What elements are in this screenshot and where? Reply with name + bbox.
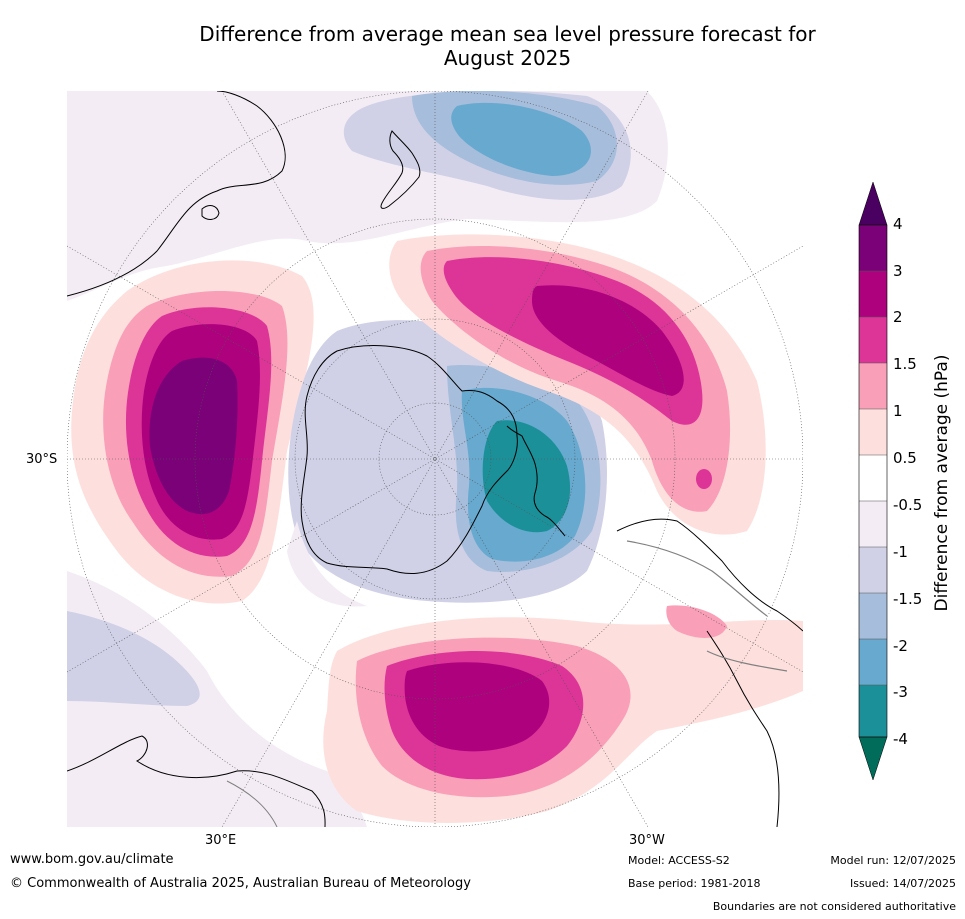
southern-africa-coastline xyxy=(67,735,326,827)
footer-base-period: Base period: 1981-2018 xyxy=(628,877,761,890)
anomaly-region-antarctica-negative-edge xyxy=(287,521,367,607)
pressure-anomaly-map xyxy=(67,91,803,827)
colorbar-bin-m3-m2 xyxy=(859,639,887,685)
colorbar-tick-label: 1 xyxy=(893,402,903,420)
colorbar-extend-bottom xyxy=(858,736,888,781)
colorbar-tick-label: -2 xyxy=(893,637,908,655)
map-panel xyxy=(67,91,803,827)
anomaly-region-peninsula-negative-3 xyxy=(482,420,571,533)
graticule xyxy=(67,91,803,827)
colorbar-bin-0.5-1 xyxy=(859,409,887,455)
anomaly-region-south-america-positive xyxy=(666,605,727,638)
lat-label-30s: 30°S xyxy=(26,452,58,467)
title-line-1: Difference from average mean sea level p… xyxy=(199,22,816,46)
colorbar-tick-label: -1.5 xyxy=(893,590,923,608)
footer-model-run: Model run: 12/07/2025 xyxy=(830,854,956,867)
anomaly-region-south-positive-3 xyxy=(404,662,550,752)
map-title: Difference from average mean sea level p… xyxy=(180,22,835,70)
south-america-borders xyxy=(626,540,788,672)
footer-copyright: © Commonwealth of Australia 2025, Austra… xyxy=(10,876,471,891)
antarctica-coastline xyxy=(300,345,518,574)
new-zealand-coastline xyxy=(380,130,421,209)
tasmania-coastline xyxy=(201,205,220,220)
colorbar-bin-2-3 xyxy=(859,271,887,317)
colorbar-bin-1.5-2 xyxy=(859,317,887,363)
footer-model: Model: ACCESS-S2 xyxy=(628,854,730,867)
colorbar-tick-label: 3 xyxy=(893,262,903,280)
colorbar-tick-label: 0.5 xyxy=(893,449,917,467)
south-america-east-coastline xyxy=(706,630,780,827)
footer-issued: Issued: 14/07/2025 xyxy=(849,877,956,890)
colorbar-tick-label: -4 xyxy=(893,730,908,748)
title-line-2: August 2025 xyxy=(443,46,572,70)
colorbar-bin-m4-m3 xyxy=(859,685,887,737)
colorbar-tick-label: 2 xyxy=(893,308,903,326)
colorbar-bin-1-1.5 xyxy=(859,363,887,409)
anomaly-region-sw-negative-outer xyxy=(67,571,367,827)
anomaly-region-nz-negative-core xyxy=(451,102,591,176)
colorbar-bin-m2-m1.5 xyxy=(859,593,887,639)
southern-africa-borders xyxy=(226,780,278,827)
colorbar-bin-m1-m0.5 xyxy=(859,501,887,547)
colorbar xyxy=(858,181,888,781)
anomaly-region-east-positive-3 xyxy=(532,285,684,396)
colorbar-tick-label: -3 xyxy=(893,683,908,701)
footer-disclaimer: Boundaries are not considered authoritat… xyxy=(712,900,956,913)
footer-url[interactable]: www.bom.gov.au/climate xyxy=(10,852,174,867)
colorbar-title: Difference from average (hPa) xyxy=(932,354,952,612)
colorbar-bin-3-4 xyxy=(859,225,887,271)
colorbar-tick-label: -1 xyxy=(893,543,908,561)
antarctic-peninsula-coastline xyxy=(506,425,566,537)
anomaly-region-sw-negative-inner xyxy=(67,611,200,706)
colorbar-tick-label: 4 xyxy=(893,215,903,233)
lon-label-30e: 30°E xyxy=(205,833,237,848)
colorbar-extend-top xyxy=(858,181,888,226)
colorbar-bin-neutral xyxy=(859,455,887,501)
anomaly-spot-east xyxy=(696,469,712,489)
colorbar-tick-label: -0.5 xyxy=(893,496,923,514)
south-america-coastline xyxy=(616,518,803,632)
australia-coastline xyxy=(67,91,286,297)
colorbar-bin-m1.5-m1 xyxy=(859,547,887,593)
colorbar-tick-label: 1.5 xyxy=(893,355,917,373)
anomaly-region-west-positive-4 xyxy=(149,357,238,515)
lon-label-30w: 30°W xyxy=(629,833,665,848)
